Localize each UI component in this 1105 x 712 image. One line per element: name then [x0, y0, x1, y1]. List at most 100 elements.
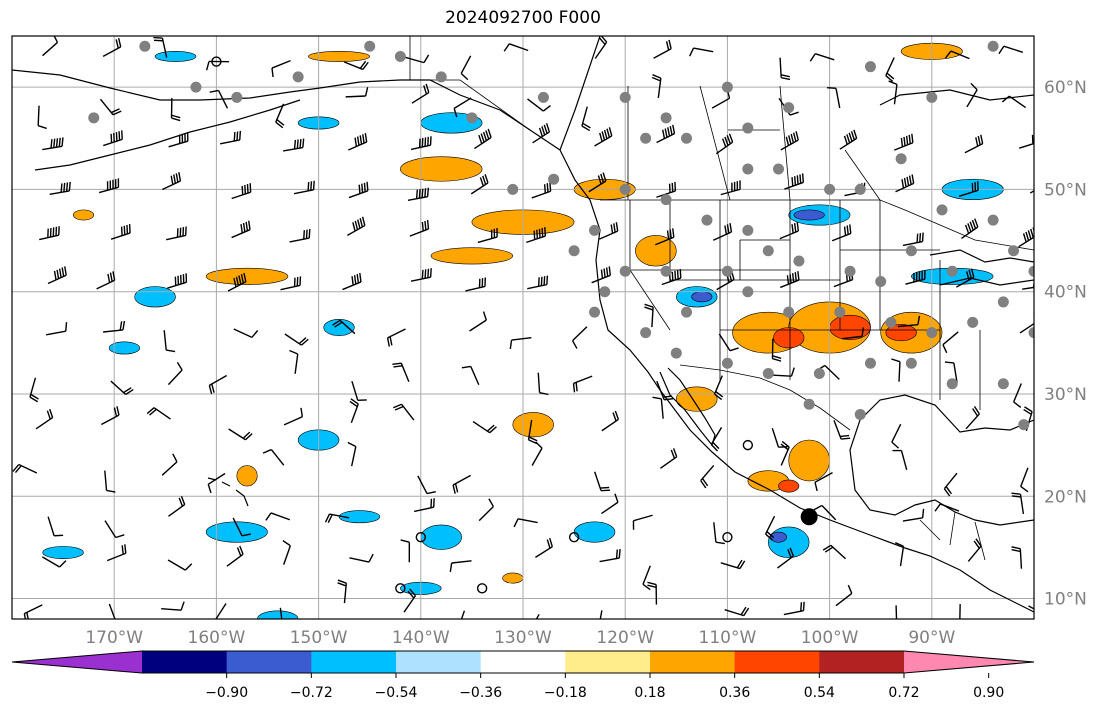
station-marker [875, 275, 887, 287]
wind-barb [712, 223, 733, 241]
wind-barb [342, 272, 362, 291]
station-marker [824, 183, 836, 195]
colorbar-extend-low [12, 651, 142, 673]
contour-patch [885, 324, 917, 342]
wind-barb [351, 380, 367, 401]
colorbar-tick-label: 0.72 [888, 685, 919, 701]
wind-barb [347, 216, 366, 236]
wind-barb [102, 37, 122, 57]
wind-barb [1001, 95, 1027, 109]
wind-barb [599, 222, 619, 240]
wind-barb [601, 410, 620, 432]
station-marker [844, 265, 856, 277]
station-marker [721, 357, 733, 369]
wind-barb [106, 544, 127, 562]
colorbar-tick-label: 0.54 [804, 685, 835, 701]
wind-barb [233, 328, 259, 339]
station-marker [394, 50, 406, 62]
wind-barb [885, 57, 895, 82]
contour-patch [635, 235, 677, 267]
colorbar-tick-label: 0.90 [973, 685, 1004, 701]
wind-barb [170, 98, 181, 122]
map-frame [11, 35, 1035, 620]
colorbar-segment [311, 651, 397, 673]
wind-barb [103, 320, 126, 333]
wind-barb [469, 311, 487, 332]
wind-barb [167, 559, 193, 571]
wind-barb [902, 232, 924, 247]
latitude-tick-label: 10°N [1044, 590, 1087, 610]
wind-barb [588, 172, 607, 193]
wind-barb [503, 43, 529, 52]
station-marker [834, 306, 846, 318]
wind-barb [897, 315, 921, 328]
colorbar-segment [819, 651, 905, 673]
station-marker [681, 132, 693, 144]
wind-barb [813, 504, 837, 521]
colorbar-tick-label: −0.90 [205, 685, 248, 701]
wind-barb [1011, 492, 1025, 515]
station-marker [895, 153, 907, 165]
wind-barb [161, 601, 185, 611]
wind-barb [842, 327, 865, 340]
longitude-tick-label: 140°W [392, 628, 450, 648]
wind-barb [410, 268, 432, 282]
wind-barb [956, 268, 975, 288]
station-marker [885, 316, 897, 328]
open-station-marker [415, 531, 426, 543]
colorbar-tick-label: −0.18 [544, 685, 587, 701]
wind-barb [293, 180, 315, 195]
longitude-tick-label: 150°W [290, 628, 348, 648]
contour-patch [338, 510, 381, 524]
wind-barb [822, 544, 847, 560]
wind-barb [659, 448, 678, 469]
open-station-marker [568, 531, 580, 543]
wind-barb [656, 380, 674, 401]
colorbar-segment [734, 651, 820, 673]
wind-barb [231, 220, 251, 239]
colorbar-segment [565, 651, 651, 673]
contour-patch [108, 341, 141, 355]
wind-barb [345, 87, 369, 98]
wind-barb [656, 181, 677, 198]
station-marker [619, 265, 631, 277]
station-marker [681, 306, 693, 318]
wind-barb [108, 603, 125, 619]
station-marker [1008, 245, 1020, 257]
contour-patch [42, 546, 84, 559]
wind-barb [831, 224, 852, 242]
wind-barb [655, 228, 675, 246]
wind-barb [814, 471, 833, 492]
longitude-tick-label: 130°W [494, 628, 552, 648]
contour-patch [154, 51, 197, 62]
colorbar-segment [396, 651, 482, 673]
wind-barb [453, 97, 472, 118]
wind-barb [289, 349, 299, 374]
station-marker [742, 122, 754, 134]
latitude-labels: 10°N 20°N 30°N 40°N 50°N 60°N [1044, 78, 1087, 609]
wind-barb [966, 82, 978, 108]
station-marker-layer [88, 40, 1034, 594]
contour-patch [773, 327, 805, 349]
wind-barb [784, 173, 805, 190]
station-marker [854, 408, 866, 420]
wind-barb [942, 331, 959, 354]
station-marker [466, 112, 478, 124]
station-marker [721, 81, 733, 93]
wind-barb [1029, 190, 1034, 194]
wind-barb [400, 539, 411, 563]
wind-barb [347, 441, 357, 467]
west-coastline [559, 36, 1034, 613]
wind-barb [461, 365, 480, 386]
contour-patch [73, 209, 95, 221]
contour-patch [236, 465, 258, 487]
wind-barb [780, 131, 799, 151]
wind-barb [827, 86, 841, 109]
station-marker [619, 91, 631, 103]
station-marker [987, 214, 999, 226]
contour-patch [502, 572, 524, 584]
wind-barb [414, 498, 435, 513]
wind-barb [509, 336, 532, 350]
wind-barb [167, 273, 188, 289]
wind-barb [642, 565, 651, 591]
